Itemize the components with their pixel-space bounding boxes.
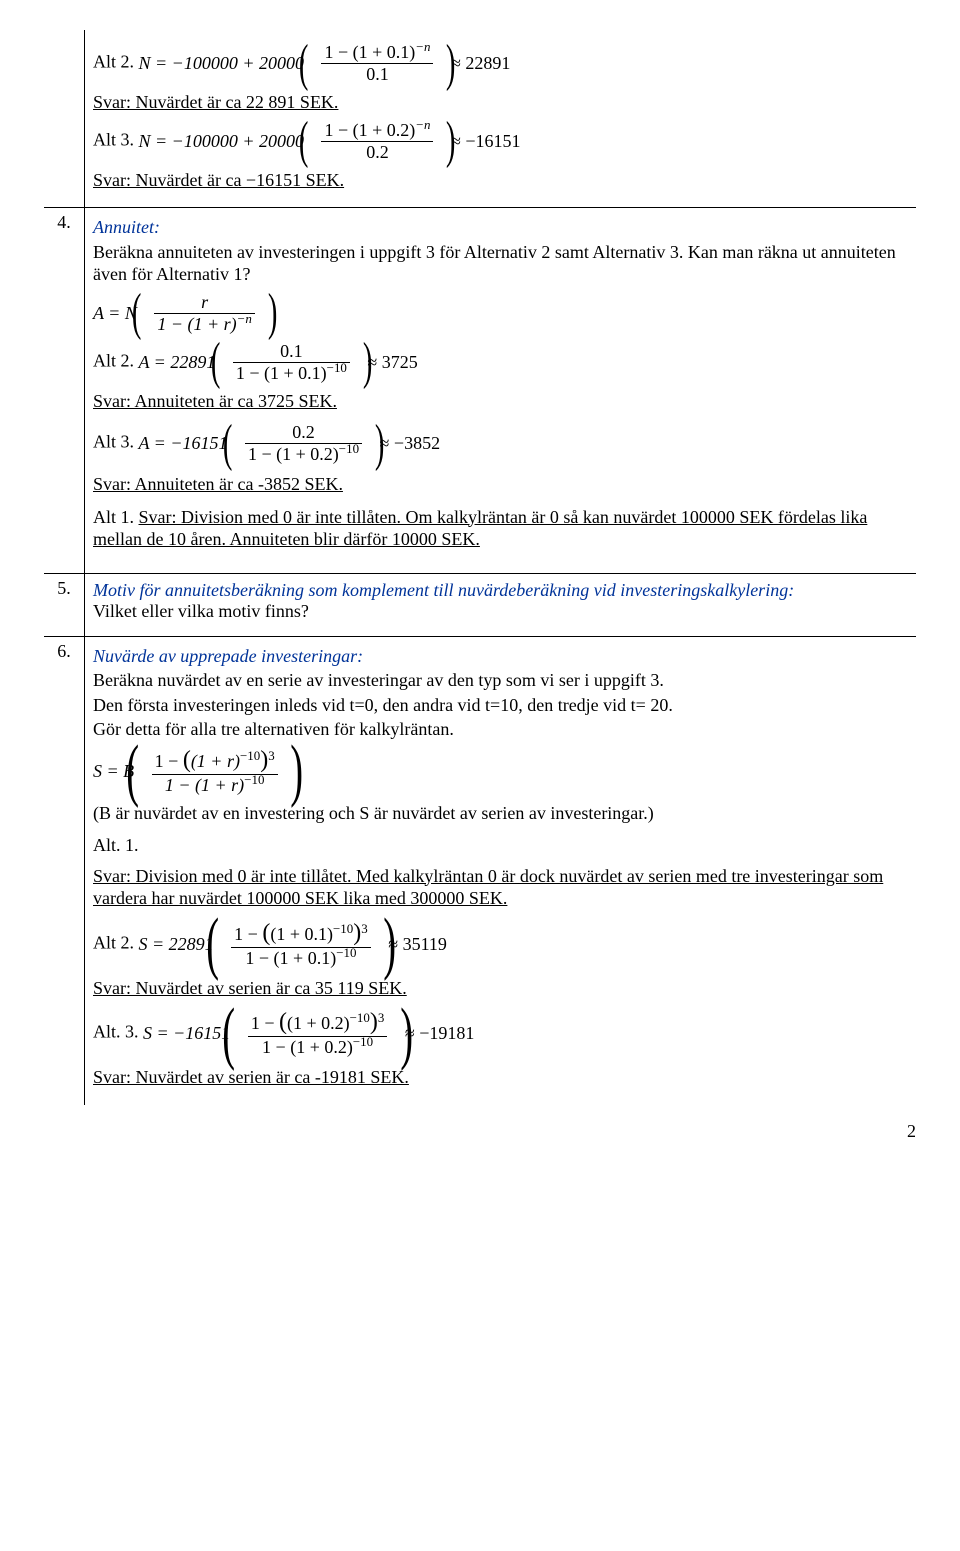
- row4-alt2-lhs: A = 22891: [139, 352, 216, 372]
- alt3-lhs: N = −100000 + 20000: [139, 131, 304, 151]
- row4-alt3-result: ≈ −3852: [380, 433, 441, 453]
- document-page: Alt 2. N = −100000 + 20000 1 − (1 + 0.1)…: [0, 0, 960, 1186]
- row4-gen-lhs: A = N: [93, 303, 137, 323]
- alt2-lhs: N = −100000 + 20000: [139, 53, 304, 73]
- row6-alt2-result: ≈ 35119: [388, 934, 447, 954]
- row-content-1: Alt 2. N = −100000 + 20000 1 − (1 + 0.1)…: [85, 30, 917, 208]
- row4-alt1-svar: Svar: Division med 0 är inte tillåten. O…: [93, 507, 867, 550]
- row-number-6: 6.: [44, 636, 85, 1105]
- row6-alt3-lhs: S = −16151: [143, 1023, 230, 1043]
- alt3-svar: Svar: Nuvärdet är ca −16151 SEK.: [93, 170, 344, 190]
- row6-alt2-svar: Svar: Nuvärdet av serien är ca 35 119 SE…: [93, 978, 407, 998]
- row6-alt3-result: ≈ −19181: [405, 1023, 475, 1043]
- row4-alt3-lhs: A = −16151: [139, 433, 228, 453]
- alt2-label: Alt 2.: [93, 52, 134, 72]
- row6-title: Nuvärde av upprepade investeringar:: [93, 645, 908, 668]
- row6-alt1-svar: Svar: Division med 0 är inte tillåtet. M…: [93, 866, 883, 909]
- row4-gen-paren: r 1 − (1 + r)−n: [141, 292, 268, 335]
- alt3-label: Alt 3.: [93, 129, 134, 149]
- row6-alt3-svar: Svar: Nuvärdet av serien är ca -19181 SE…: [93, 1067, 409, 1087]
- alt3-paren: 1 − (1 + 0.2)−n 0.2: [308, 120, 446, 163]
- alt2-svar: Svar: Nuvärdet är ca 22 891 SEK.: [93, 92, 338, 112]
- row4-alt2-label: Alt 2.: [93, 350, 134, 370]
- row5-title: Motiv för annuitetsberäkning som komplem…: [93, 580, 794, 600]
- row-content-4: Annuitet: Beräkna annuiteten av invester…: [85, 208, 917, 574]
- row4-alt1-prefix: Alt 1.: [93, 507, 139, 527]
- row6-desc3: Gör detta för alla tre alternativen för …: [93, 718, 908, 741]
- row-number-5: 5.: [44, 573, 85, 636]
- row-number-blank: [44, 30, 85, 208]
- page-number: 2: [44, 1121, 916, 1142]
- alt2-result: ≈ 22891: [451, 53, 510, 73]
- row6-note: (B är nuvärdet av en investering och S ä…: [93, 802, 908, 825]
- alt3-result: ≈ −16151: [451, 131, 521, 151]
- row4-desc: Beräkna annuiteten av investeringen i up…: [93, 241, 908, 286]
- row4-alt2-result: ≈ 3725: [367, 352, 417, 372]
- row6-desc2: Den första investeringen inleds vid t=0,…: [93, 694, 908, 717]
- row6-alt2-lhs: S = 22891: [139, 934, 214, 954]
- row-content-5: Motiv för annuitetsberäkning som komplem…: [85, 573, 917, 636]
- alt2-paren: 1 − (1 + 0.1)−n 0.1: [308, 42, 446, 85]
- problem-table: Alt 2. N = −100000 + 20000 1 − (1 + 0.1)…: [44, 30, 916, 1105]
- row6-alt3-label: Alt. 3.: [93, 1022, 139, 1042]
- row6-desc1: Beräkna nuvärdet av en serie av invester…: [93, 669, 908, 692]
- row-content-6: Nuvärde av upprepade investeringar: Berä…: [85, 636, 917, 1105]
- row6-alt1-label: Alt. 1.: [93, 834, 908, 857]
- row5-desc: Vilket eller vilka motiv finns?: [93, 601, 309, 621]
- row4-alt2-svar: Svar: Annuiteten är ca 3725 SEK.: [93, 391, 337, 411]
- row4-alt3-svar: Svar: Annuiteten är ca -3852 SEK.: [93, 474, 343, 494]
- row-number-4: 4.: [44, 208, 85, 574]
- alt3-line: Alt 3. N = −100000 + 20000 1 − (1 + 0.2)…: [93, 120, 908, 163]
- row4-title: Annuitet:: [93, 216, 908, 239]
- row6-alt2-label: Alt 2.: [93, 932, 134, 952]
- alt2-line: Alt 2. N = −100000 + 20000 1 − (1 + 0.1)…: [93, 42, 908, 85]
- row4-alt3-label: Alt 3.: [93, 432, 134, 452]
